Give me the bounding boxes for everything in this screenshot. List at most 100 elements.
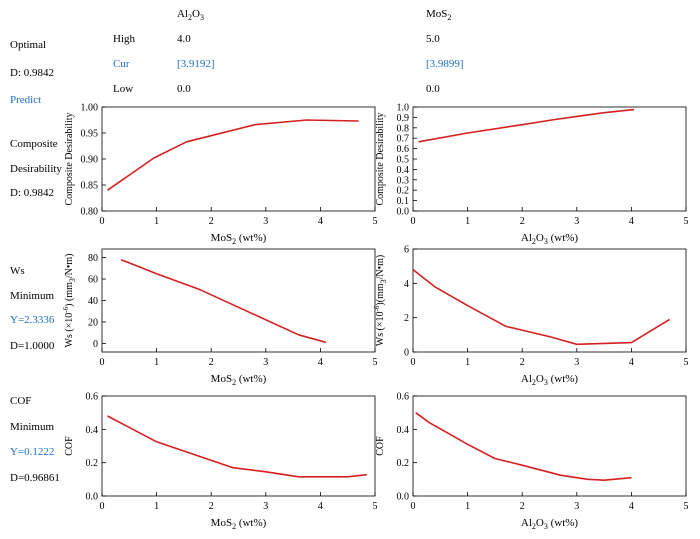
desir-al2o3-xtick-label: 0	[411, 216, 416, 227]
desir-al2o3-ytick-label: 0.6	[397, 144, 410, 155]
cof-al2o3-xtick-label: 0	[411, 501, 416, 512]
desir-mos2-ytick-label: 0.85	[81, 181, 99, 192]
cof-mos2-xtick-label: 5	[373, 501, 378, 512]
al2o3-high-value: 4.0	[177, 33, 191, 45]
desir-mos2-ylabel: Composite Desirability	[64, 112, 75, 205]
desir-al2o3-ytick-label: 0.7	[397, 134, 410, 145]
desir-mos2-ytick-label: 0.90	[81, 155, 99, 166]
ws-al2o3-ytick-label: 0	[404, 348, 409, 359]
desir-mos2-xtick-label: 1	[154, 216, 159, 227]
cof-mos2-xlabel: MoS2​ (wt%)	[211, 517, 267, 531]
ws-al2o3-xtick-label: 4	[629, 357, 634, 368]
desir-al2o3-ytick-label: 0.4	[397, 165, 410, 176]
ws-row-line-4: D=1.0000	[10, 340, 55, 352]
composite-row-line-3: D: 0.9842	[10, 187, 54, 199]
desir-al2o3-ytick-label: 1.0	[397, 103, 410, 114]
desir-al2o3-xtick-label: 4	[629, 216, 634, 227]
row-label-cur[interactable]: Cur	[113, 58, 130, 70]
desir-mos2-xtick-label: 3	[263, 216, 268, 227]
factor-mos2-name: MoS	[426, 8, 448, 20]
cof-mos2-ytick-label: 0.4	[86, 425, 99, 436]
desir-al2o3-xlabel: Al2​O3​ (wt%)	[521, 232, 579, 246]
desir-al2o3-xtick-label: 3	[574, 216, 579, 227]
desir-al2o3-frame	[412, 106, 687, 212]
cof-mos2-xtick-label: 0	[100, 501, 105, 512]
cof-mos2-ytick-label: 0.6	[86, 392, 99, 403]
cof-al2o3-ytick-label: 0.6	[397, 392, 410, 403]
ws-mos2-ytick-label: 0	[93, 339, 98, 350]
ws-al2o3-ytick-label: 4	[404, 279, 409, 290]
ws-al2o3-xtick-label: 1	[465, 357, 470, 368]
desir-al2o3-ytick-label: 0.0	[397, 207, 410, 218]
desir-al2o3-ytick-label: 0.8	[397, 123, 410, 134]
cof-mos2-xtick-label: 1	[154, 501, 159, 512]
desir-al2o3-xtick-label: 1	[465, 216, 470, 227]
ws-al2o3-xtick-label: 5	[684, 357, 689, 368]
desir-al2o3-ylabel: Composite Desirability	[375, 112, 386, 205]
cof-mos2-ytick-label: 0.0	[86, 492, 99, 503]
ws-mos2-xtick-label: 5	[373, 357, 378, 368]
mos2-current-value[interactable]: [3.9899]	[426, 58, 464, 70]
ws-mos2-series-line	[120, 258, 327, 344]
ws-al2o3-xtick-label: 0	[411, 357, 416, 368]
desir-al2o3-ytick-label: 0.3	[397, 175, 410, 186]
desir-al2o3-series-line	[418, 108, 635, 143]
cof-al2o3-xtick-label: 2	[520, 501, 525, 512]
ws-row-line-1: Ws	[10, 265, 25, 277]
ws-mos2-xtick-label: 3	[263, 357, 268, 368]
ws-mos2-ylabel: Ws (×10-6​) (mm3​/N•m)	[62, 254, 77, 348]
ws-mos2-xlabel: MoS2​ (wt%)	[211, 373, 267, 387]
desir-mos2-ytick-label: 1.00	[81, 103, 99, 114]
ws-row-line-2: Minimum	[10, 290, 55, 302]
composite-row-line-2: Desirability	[10, 163, 62, 175]
cof-mos2-xtick-label: 4	[318, 501, 323, 512]
factor-mos2-sub1: 2	[447, 13, 452, 23]
cof-al2o3-xtick-label: 1	[465, 501, 470, 512]
ws-al2o3-xlabel: Al2​O3​ (wt%)	[521, 373, 579, 387]
predict-link[interactable]: Predict	[10, 94, 42, 106]
desir-al2o3-xtick-label: 2	[520, 216, 525, 227]
cof-row-line-4: D=0.96861	[10, 472, 60, 484]
cof-mos2-ylabel: COF	[64, 436, 75, 456]
cof-al2o3-ytick-label: 0.4	[397, 425, 410, 436]
cof-mos2-series-line	[107, 415, 367, 478]
desir-mos2-xtick-label: 0	[100, 216, 105, 227]
factor-mos2-header: MoS2	[426, 8, 451, 22]
ws-mos2-xtick-label: 2	[209, 357, 214, 368]
desir-mos2-frame	[101, 106, 376, 212]
desir-al2o3-xtick-label: 5	[684, 216, 689, 227]
factor-al2o3-name: Al	[177, 8, 188, 20]
mos2-low-value: 0.0	[426, 83, 440, 95]
ws-al2o3-frame	[412, 248, 687, 353]
optimal-d-value: D: 0.9842	[10, 67, 54, 79]
ws-al2o3-ylabel: Ws (×10-6​)(mm3​/N•m)	[373, 255, 388, 347]
cof-row-line-2: Minimum	[10, 421, 55, 433]
optimal-label: Optimal	[10, 39, 47, 51]
cof-mos2-xtick-label: 2	[209, 501, 214, 512]
cof-al2o3-xtick-label: 3	[574, 501, 579, 512]
factor-al2o3-sub1: 2	[188, 13, 192, 23]
ws-mos2-ytick-label: 60	[88, 275, 98, 286]
desir-al2o3-ytick-label: 0.2	[397, 186, 410, 197]
ws-mos2-xtick-label: 1	[154, 357, 159, 368]
row-label-high: High	[113, 33, 135, 45]
cof-row-predicted-y[interactable]: Y=0.1222	[10, 446, 55, 458]
factor-al2o3-header: Al2O3	[177, 8, 204, 22]
ws-mos2-frame	[101, 248, 376, 353]
ws-mos2-xtick-label: 0	[100, 357, 105, 368]
composite-row-line-1: Composite	[10, 138, 58, 150]
row-label-low: Low	[113, 83, 134, 95]
ws-row-predicted-y[interactable]: Y=2.3336	[10, 314, 55, 326]
desir-mos2-xtick-label: 4	[318, 216, 323, 227]
ws-mos2-ytick-label: 80	[88, 253, 98, 264]
desir-al2o3-ytick-label: 0.1	[397, 196, 410, 207]
desir-mos2-ytick-label: 0.95	[81, 129, 99, 140]
cof-mos2-frame	[101, 395, 376, 497]
cof-al2o3-ylabel: COF	[375, 436, 386, 456]
factor-al2o3-sub2: 3	[199, 13, 204, 23]
ws-al2o3-ytick-label: 6	[404, 245, 409, 256]
al2o3-current-value[interactable]: [3.9192]	[177, 58, 215, 70]
cof-al2o3-frame	[412, 395, 687, 497]
mos2-high-value: 5.0	[426, 33, 440, 45]
